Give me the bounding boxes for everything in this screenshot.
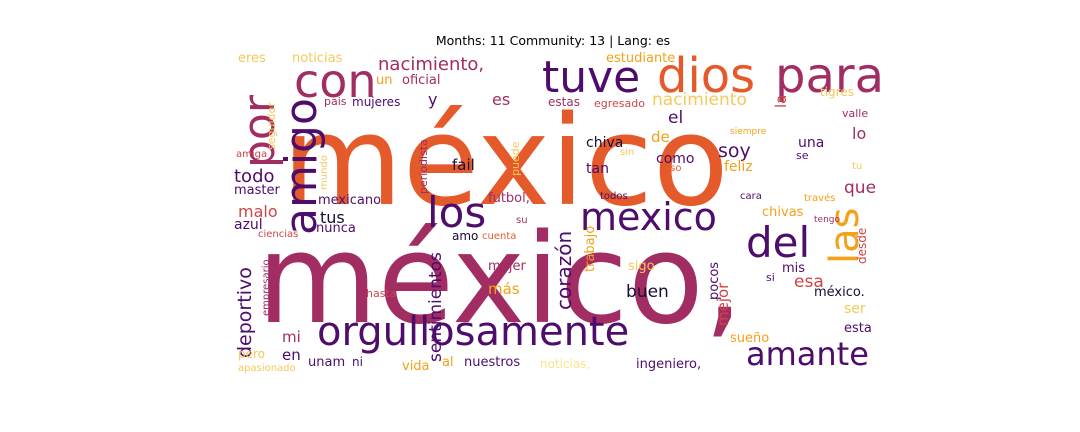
word: ingeniero, [636, 357, 702, 372]
word: chivas [762, 205, 804, 220]
word: estudiante [606, 51, 676, 66]
word: que [844, 178, 877, 198]
word-cloud: méxico méxico, orgullosamente dios para tuve c… [232, 50, 880, 380]
word: orgullosamente [317, 309, 630, 355]
word: los [427, 188, 487, 237]
word: méxico, [257, 208, 744, 352]
word: tigres [820, 85, 854, 99]
word: eso [664, 163, 682, 174]
word: sigo [628, 259, 655, 274]
word: nacimiento, [378, 54, 485, 75]
word: deportivo [234, 267, 256, 358]
word: en [282, 346, 301, 364]
word: amante [746, 335, 869, 373]
word: noticias, [540, 357, 591, 371]
word: vida [402, 359, 430, 374]
word: del [746, 218, 811, 267]
word: una [798, 135, 825, 151]
word: mi [282, 328, 301, 346]
word: malo [238, 202, 278, 221]
word: feliz [724, 159, 753, 175]
word: mis [782, 261, 806, 276]
word: un [376, 73, 393, 88]
word: dios [657, 50, 756, 104]
word: tan [586, 161, 609, 177]
word: tuve [542, 52, 641, 103]
word: cara [740, 191, 762, 202]
word: lo [852, 124, 867, 143]
word: todo [234, 166, 275, 187]
word: para [775, 50, 880, 104]
word: trabajo [583, 225, 598, 272]
word: la [772, 94, 790, 108]
word: oficial [402, 73, 441, 88]
word: azul [234, 217, 263, 233]
word: tus [320, 208, 345, 227]
word: con [294, 54, 377, 108]
word: egresado [594, 97, 645, 110]
word: soy [718, 140, 751, 162]
word: nacimiento [652, 90, 747, 110]
word: pero [238, 347, 266, 361]
word: valle [842, 107, 869, 120]
word: de [651, 128, 670, 146]
word: corazón [552, 230, 576, 310]
word: nunca [316, 221, 356, 236]
word: su [516, 215, 528, 226]
word: si [766, 271, 775, 284]
word: futbol, [488, 191, 530, 206]
word: ser [844, 301, 866, 317]
word: nuestros [464, 355, 521, 370]
word: tu [852, 161, 863, 172]
word: fail [452, 156, 475, 174]
word: través [804, 193, 836, 204]
word: buen [626, 282, 669, 302]
word: siempre [730, 127, 767, 137]
word: sentimientos [426, 252, 446, 362]
word: el [668, 108, 684, 128]
word: esta [844, 321, 872, 336]
chart-title: Months: 11 Community: 13 | Lang: es [435, 33, 671, 48]
word: chiva [586, 135, 624, 151]
word: seguidor [265, 102, 278, 150]
word: y [428, 90, 438, 109]
word: puede [509, 141, 522, 176]
word: empresario [261, 259, 272, 316]
word: méxico [282, 90, 729, 234]
word: sin [620, 147, 635, 158]
word: mexicano [318, 193, 382, 208]
word: mexico [580, 195, 717, 239]
word: master [234, 183, 280, 198]
word: periodista [417, 139, 430, 194]
word: mundo [319, 155, 330, 190]
word: amigo [276, 98, 327, 235]
word: apasionado [238, 363, 296, 374]
word: es [492, 90, 511, 109]
word: tengo [814, 215, 840, 225]
word: noticias [292, 51, 343, 66]
word: estas [548, 95, 580, 109]
word: amiga [236, 149, 268, 160]
word: al [442, 355, 454, 370]
word: como [656, 151, 695, 167]
word: cuenta [482, 231, 517, 242]
word: pocos [707, 261, 722, 300]
word: mujeres [352, 95, 401, 109]
word: esa [794, 272, 824, 292]
word: amo [452, 229, 479, 243]
word: mujer [488, 259, 526, 274]
word: todos [600, 191, 628, 202]
word: desde [855, 227, 869, 264]
word: se [796, 149, 809, 162]
word: eres [238, 51, 266, 66]
word: pais [324, 95, 347, 108]
word: unam [308, 355, 346, 370]
word: ciencias [258, 229, 299, 240]
word: méxico. [814, 285, 865, 300]
word: sueño [730, 331, 770, 346]
word: hasta [366, 287, 397, 300]
word: ni [352, 355, 363, 369]
word: más [488, 280, 520, 298]
